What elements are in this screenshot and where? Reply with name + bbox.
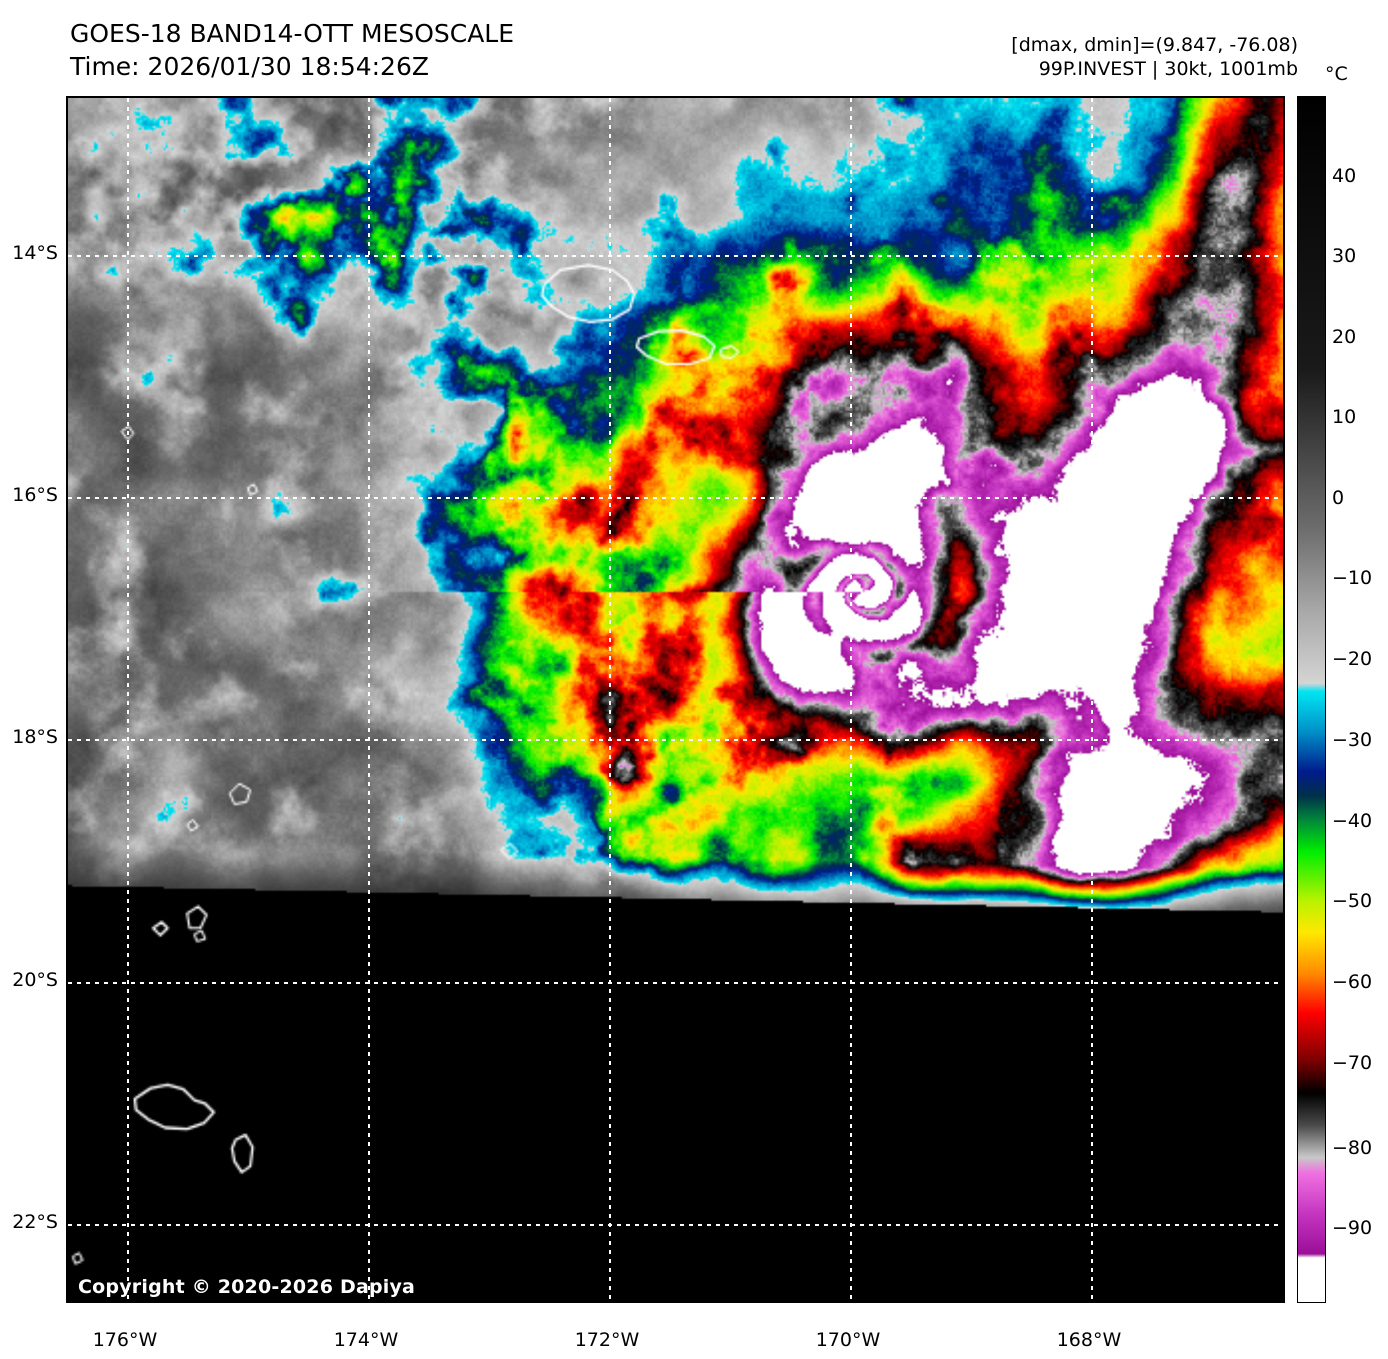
colorbar-unit-label: °C	[1325, 63, 1348, 85]
longitude-tick-0: 176°W	[92, 1329, 158, 1351]
colorbar-tick-11: −70	[1332, 1052, 1373, 1074]
storm-info-label: 99P.INVEST | 30kt, 1001mb	[1038, 58, 1298, 81]
latitude-tick-3: 20°S	[12, 969, 58, 991]
latitude-tick-0: 14°S	[12, 242, 58, 264]
colorbar-tick-8: −40	[1332, 810, 1373, 832]
colorbar-tick-4: 0	[1332, 487, 1345, 509]
colorbar-gradient	[1298, 97, 1325, 1302]
colorbar-tick-13: −90	[1332, 1217, 1373, 1239]
temperature-colorbar[interactable]	[1297, 96, 1326, 1303]
dmax-dmin-label: [dmax, dmin]=(9.847, -76.08)	[1011, 34, 1298, 56]
longitude-tick-1: 174°W	[333, 1329, 399, 1351]
header-title-block: GOES-18 BAND14-OTT MESOSCALE Time: 2026/…	[70, 18, 514, 83]
satellite-imagery-canvas	[68, 98, 1283, 1301]
header-meta-block: [dmax, dmin]=(9.847, -76.08) 99P.INVEST …	[1011, 33, 1298, 82]
colorbar-tick-10: −60	[1332, 971, 1373, 993]
colorbar-tick-7: −30	[1332, 729, 1373, 751]
colorbar-tick-0: 40	[1332, 165, 1357, 187]
longitude-tick-3: 170°W	[815, 1329, 881, 1351]
colorbar-tick-2: 20	[1332, 326, 1357, 348]
copyright-notice: Copyright © 2020-2026 Dapiya	[78, 1276, 416, 1298]
colorbar-tick-5: −10	[1332, 567, 1373, 589]
latitude-tick-4: 22°S	[12, 1211, 58, 1233]
colorbar-tick-1: 30	[1332, 245, 1357, 267]
colorbar-tick-6: −20	[1332, 648, 1373, 670]
latitude-tick-1: 16°S	[12, 484, 58, 506]
timestamp-label: Time: 2026/01/30 18:54:26Z	[70, 51, 429, 81]
longitude-tick-4: 168°W	[1056, 1329, 1122, 1351]
colorbar-tick-3: 10	[1332, 406, 1357, 428]
page-title: GOES-18 BAND14-OTT MESOSCALE	[70, 19, 515, 48]
latitude-tick-2: 18°S	[12, 726, 58, 748]
colorbar-tick-9: −50	[1332, 890, 1373, 912]
longitude-tick-2: 172°W	[574, 1329, 640, 1351]
satellite-image-plot[interactable]	[66, 96, 1285, 1303]
colorbar-tick-12: −80	[1332, 1137, 1373, 1159]
